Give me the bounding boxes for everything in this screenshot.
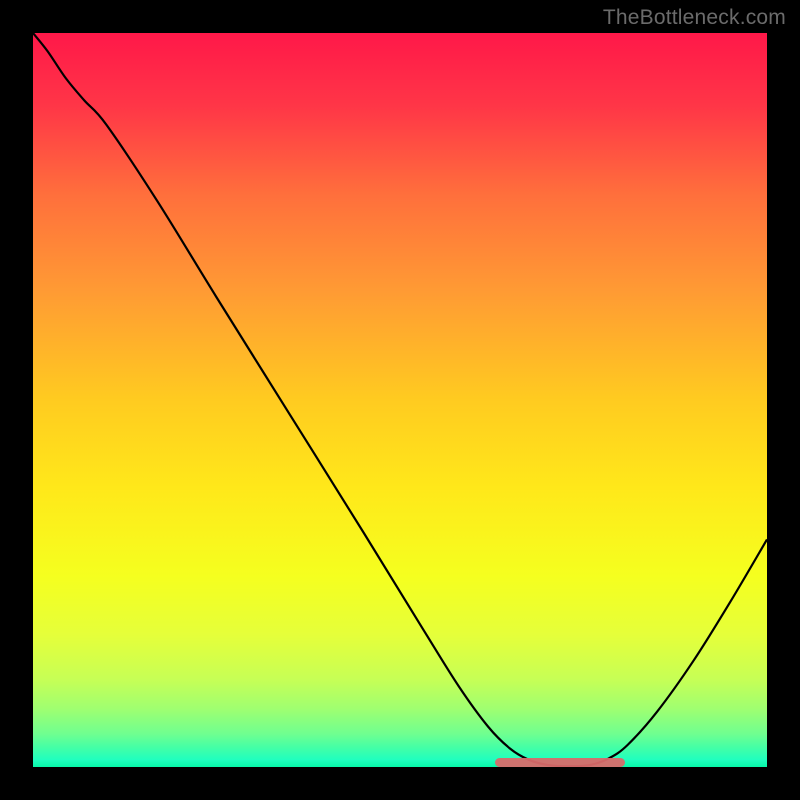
plot-area (33, 33, 767, 767)
optimal-range-highlight (495, 758, 625, 767)
plot-outer (0, 0, 800, 800)
watermark-text: TheBottleneck.com (603, 6, 786, 30)
bottleneck-curve (33, 33, 767, 767)
